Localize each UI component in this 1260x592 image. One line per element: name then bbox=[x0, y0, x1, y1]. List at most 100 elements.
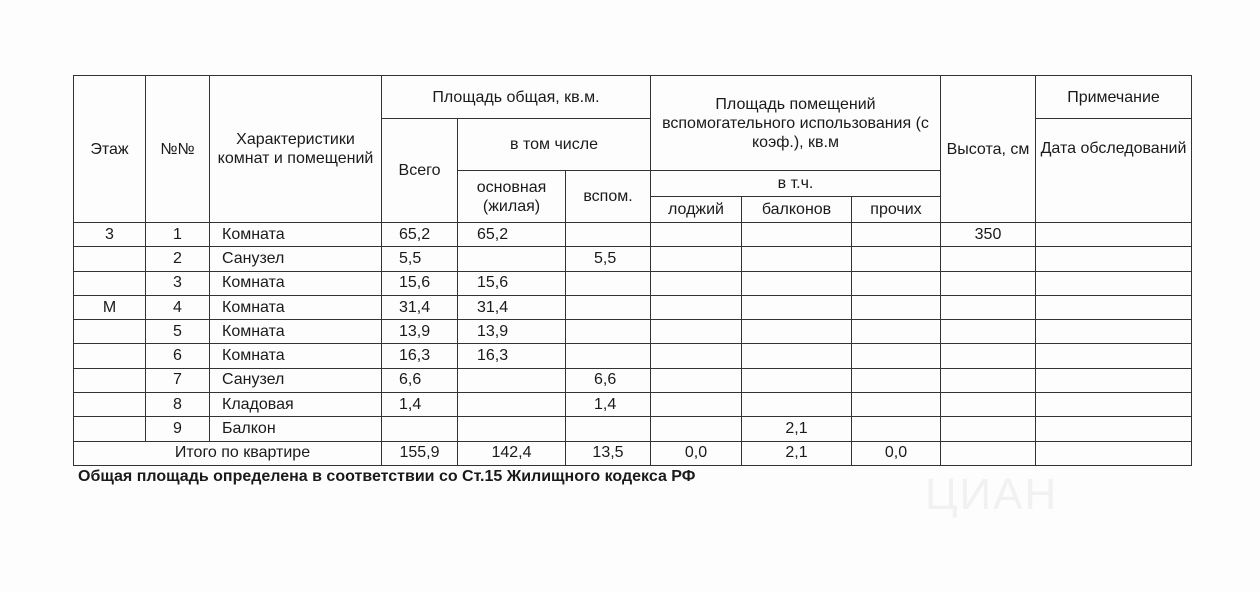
cell-floor bbox=[73, 319, 146, 345]
cell-height: 350 bbox=[940, 221, 1036, 248]
header-total-area: Площадь общая, кв.м. bbox=[381, 75, 651, 119]
cell-balcony bbox=[741, 221, 852, 248]
cell-height bbox=[940, 294, 1036, 321]
totals-empty bbox=[1035, 440, 1192, 466]
cell-floor bbox=[73, 416, 146, 442]
table-row: 5 Комната 13,9 13,9 bbox=[73, 319, 1192, 345]
cell-balcony bbox=[741, 246, 852, 272]
table-row: М 4 Комната 31,4 31,4 bbox=[73, 294, 1192, 321]
table-row: 3 1 Комната 65,2 65,2 350 bbox=[73, 221, 1192, 248]
cell-total: 13,9 bbox=[381, 319, 458, 345]
cell-height bbox=[940, 343, 1036, 369]
cell-floor bbox=[73, 246, 146, 272]
cell-other bbox=[851, 416, 941, 442]
header-incl-short: в т.ч. bbox=[650, 170, 941, 197]
cell-height bbox=[940, 367, 1036, 394]
header-floor: Этаж bbox=[73, 75, 146, 223]
cell-loggia bbox=[650, 319, 742, 345]
cell-floor bbox=[73, 343, 146, 369]
totals-loggia: 0,0 bbox=[650, 440, 742, 466]
cell-main: 15,6 bbox=[457, 270, 566, 296]
cell-loggia bbox=[650, 294, 742, 321]
cell-other bbox=[851, 270, 941, 296]
cell-no: 2 bbox=[145, 246, 210, 272]
cell-loggia bbox=[650, 416, 742, 442]
cell-remark bbox=[1035, 270, 1192, 296]
header-characteristics: Характеристики комнат и помещений bbox=[209, 75, 382, 223]
cell-total bbox=[381, 416, 458, 442]
cell-main bbox=[457, 416, 566, 442]
cell-aux bbox=[565, 319, 651, 345]
totals-total: 155,9 bbox=[381, 440, 458, 466]
cell-no: 9 bbox=[145, 416, 210, 442]
header-total: Всего bbox=[381, 118, 458, 223]
cell-main: 13,9 bbox=[457, 319, 566, 345]
cell-other bbox=[851, 294, 941, 321]
totals-other: 0,0 bbox=[851, 440, 941, 466]
cell-total: 65,2 bbox=[381, 221, 458, 248]
cell-remark bbox=[1035, 392, 1192, 418]
cell-main: 31,4 bbox=[457, 294, 566, 321]
totals-balcony: 2,1 bbox=[741, 440, 852, 466]
cell-main bbox=[457, 367, 566, 394]
cell-loggia bbox=[650, 270, 742, 296]
table-row: 9 Балкон 2,1 bbox=[73, 416, 1192, 442]
cell-remark bbox=[1035, 343, 1192, 369]
totals-row: Итого по квартире 155,9 142,4 13,5 0,0 2,1 0,0 bbox=[73, 440, 1192, 466]
cell-main bbox=[457, 246, 566, 272]
cell-aux: 5,5 bbox=[565, 246, 651, 272]
cell-aux bbox=[565, 221, 651, 248]
cell-height bbox=[940, 416, 1036, 442]
header-remark: Примечание bbox=[1035, 75, 1192, 119]
cell-no: 3 bbox=[145, 270, 210, 296]
cell-aux bbox=[565, 270, 651, 296]
cell-aux: 6,6 bbox=[565, 367, 651, 394]
cell-balcony bbox=[741, 319, 852, 345]
apartment-area-table: Этаж №№ Характеристики комнат и помещени… bbox=[73, 75, 1192, 466]
cell-balcony bbox=[741, 392, 852, 418]
cell-floor: 3 bbox=[73, 221, 146, 248]
cell-aux bbox=[565, 294, 651, 321]
cell-loggia bbox=[650, 367, 742, 394]
cell-aux bbox=[565, 416, 651, 442]
cell-name: Балкон bbox=[209, 416, 382, 442]
cell-height bbox=[940, 270, 1036, 296]
cell-remark bbox=[1035, 294, 1192, 321]
cell-main: 16,3 bbox=[457, 343, 566, 369]
cell-floor bbox=[73, 392, 146, 418]
cell-remark bbox=[1035, 416, 1192, 442]
cell-loggia bbox=[650, 221, 742, 248]
cell-loggia bbox=[650, 392, 742, 418]
cell-no: 4 bbox=[145, 294, 210, 321]
header-aux-premises: Площадь помещений вспомогательного испол… bbox=[650, 75, 941, 171]
totals-empty bbox=[940, 440, 1036, 466]
cell-floor bbox=[73, 270, 146, 296]
cell-total: 16,3 bbox=[381, 343, 458, 369]
header-main-living: основная (жилая) bbox=[457, 170, 566, 223]
cell-floor bbox=[73, 367, 146, 394]
table-row: 6 Комната 16,3 16,3 bbox=[73, 343, 1192, 369]
cell-remark bbox=[1035, 246, 1192, 272]
cell-name: Комната bbox=[209, 343, 382, 369]
cell-name: Комната bbox=[209, 221, 382, 248]
cell-other bbox=[851, 319, 941, 345]
cell-total: 31,4 bbox=[381, 294, 458, 321]
cell-name: Санузел bbox=[209, 367, 382, 394]
cell-name: Комната bbox=[209, 270, 382, 296]
cell-no: 7 bbox=[145, 367, 210, 394]
cell-loggia bbox=[650, 246, 742, 272]
cell-balcony bbox=[741, 343, 852, 369]
cell-total: 6,6 bbox=[381, 367, 458, 394]
totals-aux: 13,5 bbox=[565, 440, 651, 466]
cell-balcony: 2,1 bbox=[741, 416, 852, 442]
header-other: прочих bbox=[851, 196, 941, 223]
cell-balcony bbox=[741, 367, 852, 394]
watermark-logo: ЦИАН bbox=[925, 470, 1059, 519]
table-row: 2 Санузел 5,5 5,5 bbox=[73, 246, 1192, 272]
table-row: 7 Санузел 6,6 6,6 bbox=[73, 367, 1192, 394]
cell-aux bbox=[565, 343, 651, 369]
cell-other bbox=[851, 367, 941, 394]
cell-other bbox=[851, 221, 941, 248]
cell-height bbox=[940, 246, 1036, 272]
cell-no: 5 bbox=[145, 319, 210, 345]
